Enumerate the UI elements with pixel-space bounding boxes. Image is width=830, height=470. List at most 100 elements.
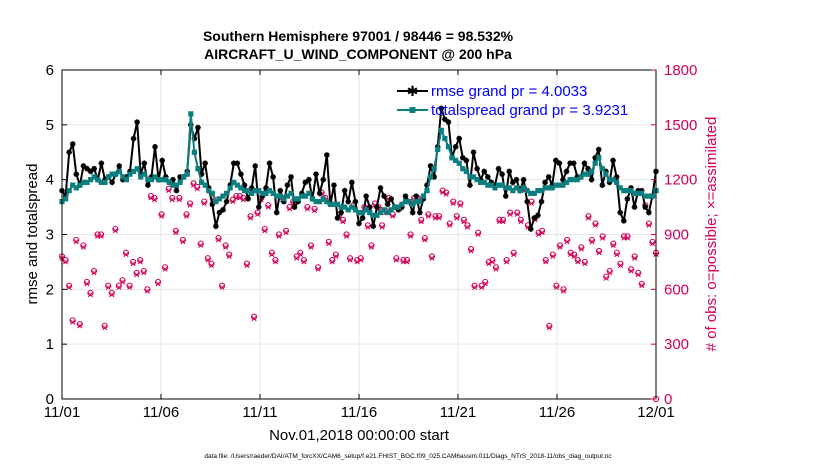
rmse-point [338, 209, 344, 216]
spread-point [356, 209, 362, 216]
obs-assimilated-point [617, 263, 623, 269]
obs-possible-point [101, 322, 108, 329]
spread-point [449, 155, 455, 161]
obs-possible-point [201, 198, 208, 205]
chart-subtitle: AIRCRAFT_U_WIND_COMPONENT @ 200 hPa [204, 46, 512, 62]
obs-possible-point [450, 198, 457, 205]
obs-possible-point [172, 227, 179, 234]
obs-possible-point [265, 202, 272, 209]
spread-point [588, 168, 595, 175]
obs-assimilated-point [198, 242, 204, 249]
obs-assimilated-point [169, 197, 175, 203]
obs-assimilated-point [326, 241, 332, 247]
rmse-point [277, 187, 284, 194]
rmse-point [238, 171, 244, 177]
spread-point [73, 185, 79, 191]
rmse-point [427, 163, 434, 169]
obs-possible-point [478, 282, 485, 289]
spread-point [241, 188, 248, 194]
obs-assimilated-point [112, 228, 118, 234]
x-tick-label: 11/21 [440, 404, 476, 421]
spread-point [374, 212, 380, 218]
spread-point [116, 168, 122, 175]
spread-point [385, 209, 391, 216]
spread-point [635, 190, 641, 196]
obs-assimilated-point [208, 263, 214, 269]
spread-point [138, 174, 144, 180]
obs-possible-point [339, 216, 347, 223]
obs-possible-point [236, 193, 243, 200]
spread-point [410, 201, 416, 207]
rmse-point [216, 209, 223, 216]
obs-assimilated-point [539, 230, 545, 236]
spread-point [170, 182, 176, 188]
obs-possible-point [105, 282, 112, 289]
spread-point [463, 168, 469, 175]
obs-possible-point [343, 231, 350, 238]
obs-possible-point [133, 269, 140, 276]
rmse-point [173, 187, 180, 194]
obs-assimilated-point [91, 270, 97, 276]
rmse-point [98, 160, 105, 167]
spread-point [399, 201, 405, 207]
rmse-point [263, 185, 269, 191]
obs-possible-point [539, 227, 546, 234]
obs-assimilated-point [219, 284, 225, 291]
rmse-point [91, 165, 98, 172]
spread-point [181, 174, 187, 180]
spread-point [642, 193, 648, 199]
rmse-point [123, 174, 130, 180]
obs-possible-point [432, 213, 439, 220]
rmse-point [209, 201, 216, 208]
obs-possible-point [112, 225, 119, 233]
spread-point [216, 196, 223, 202]
spread-point [442, 135, 448, 142]
spread-point [109, 171, 115, 177]
rmse-point [205, 185, 212, 191]
obs-possible-point [517, 216, 524, 223]
rmse-point [538, 198, 545, 205]
obs-assimilated-point [144, 288, 150, 294]
rmse-point [359, 215, 366, 221]
obs-possible-point [94, 231, 101, 238]
rmse-point [549, 182, 556, 188]
obs-assimilated-point [63, 259, 69, 265]
obs-assimilated-point [475, 231, 481, 238]
obs-assimilated-point [137, 259, 143, 265]
spread-point [295, 196, 301, 202]
obs-assimilated-point [390, 213, 396, 219]
rmse-point [646, 209, 652, 216]
spread-point [66, 188, 72, 194]
obs-possible-point [247, 213, 254, 220]
rmse-point [628, 185, 634, 191]
rmse-point [399, 204, 405, 210]
spread-point [166, 179, 172, 186]
rmse-point [245, 196, 251, 202]
rmse-point [374, 204, 380, 210]
obs-assimilated-point [283, 230, 289, 236]
obs-possible-point [585, 213, 592, 220]
spread-point [363, 207, 369, 213]
spread-point [599, 166, 605, 172]
obs-possible-point [492, 264, 500, 271]
obs-possible-point [119, 277, 126, 284]
spread-point [596, 155, 602, 161]
y2-axis-label: # of obs: o=possible; ×=assimilated [703, 117, 720, 352]
obs-assimilated-point [425, 213, 431, 219]
y-tick-label: 2 [46, 281, 54, 298]
obs-possible-point [446, 220, 453, 227]
rmse-point [499, 171, 505, 177]
obs-assimilated-point [343, 233, 350, 239]
spread-point [195, 166, 201, 172]
spread-point [345, 207, 351, 213]
obs-assimilated-point [404, 259, 410, 265]
obs-possible-point [368, 242, 375, 249]
spread-point [585, 171, 591, 177]
obs-possible-point [499, 216, 507, 223]
obs-possible-point [471, 282, 478, 289]
rmse-point [402, 193, 409, 199]
rmse-point [102, 176, 108, 183]
rmse-point [431, 174, 437, 180]
